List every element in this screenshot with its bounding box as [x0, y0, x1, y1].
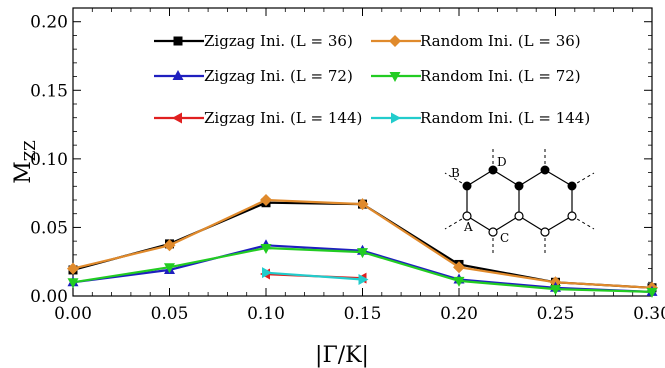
- lattice-bond: [492, 169, 520, 187]
- legend-swatch-marker: [389, 72, 401, 82]
- lattice-bond: [492, 215, 520, 233]
- legend-item-5: Zigzag Ini. (L = 144): [154, 109, 362, 127]
- data-point: [646, 287, 658, 298]
- legend-item-2: Random Ini. (L = 36): [371, 32, 581, 50]
- data-point: [453, 261, 465, 274]
- legend-label: Zigzag Ini. (L = 144): [204, 109, 362, 127]
- legend-swatch-marker: [173, 36, 183, 46]
- lattice-site-filled: [514, 181, 524, 191]
- lattice-site-open: [514, 211, 524, 221]
- lattice-bond-dashed: [571, 172, 595, 187]
- lattice-site-open: [567, 211, 577, 221]
- lattice-bond: [544, 169, 573, 187]
- data-point: [358, 274, 369, 286]
- lattice-site-filled: [540, 165, 550, 175]
- lattice-bond: [466, 169, 494, 187]
- lattice-site-filled: [567, 181, 577, 191]
- series-line: [72, 198, 653, 289]
- x-axis-title: |Γ/K|: [315, 343, 369, 368]
- legend-label: Zigzag Ini. (L = 72): [204, 67, 353, 85]
- legend-swatch-marker: [391, 112, 401, 124]
- data-point: [67, 262, 79, 275]
- honeycomb-inset: A B C D: [444, 146, 595, 256]
- plot-area: 0.00 0.05 0.10 0.15 0.20 0.25 0.30 0.00 0.05 0.10…: [30, 7, 665, 324]
- data-point: [260, 244, 272, 254]
- legend-item-6: Random Ini. (L = 144): [371, 109, 590, 127]
- data-point: [262, 267, 272, 279]
- legend-label: Random Ini. (L = 144): [420, 109, 590, 127]
- x-tick-label: 0.25: [537, 304, 575, 324]
- lattice-bond: [518, 215, 546, 233]
- y-tick-label: 0.00: [30, 287, 68, 307]
- legend-swatch-marker: [172, 112, 182, 124]
- x-tick-label: 0.10: [247, 304, 285, 324]
- lattice-bond: [518, 169, 546, 187]
- x-tick-label: 0.15: [344, 304, 382, 324]
- data-point: [260, 194, 272, 206]
- legend: Zigzag Ini. (L = 36) Random Ini. (L = 36)…: [154, 32, 590, 127]
- lattice-bond-dashed: [444, 172, 468, 187]
- lattice-label-d: D: [497, 155, 507, 169]
- x-tick-label: 0.05: [151, 304, 189, 324]
- y-axis-title-main: M: [11, 161, 36, 184]
- lattice-site-filled: [488, 165, 498, 175]
- series-4: [67, 244, 658, 298]
- lattice-bond: [466, 215, 494, 233]
- lattice-site-open: [488, 227, 498, 237]
- legend-item-3: Zigzag Ini. (L = 72): [154, 67, 353, 85]
- lattice-site-open: [540, 227, 550, 237]
- y-axis-title-sub: ZZ: [21, 140, 39, 161]
- data-point: [67, 278, 79, 289]
- legend-swatch-marker: [172, 70, 184, 80]
- data-point: [164, 263, 175, 274]
- legend-label: Zigzag Ini. (L = 36): [204, 32, 353, 50]
- series-line: [265, 271, 363, 281]
- lattice-bond: [544, 215, 573, 233]
- lattice-bond-dashed: [444, 215, 468, 230]
- lattice-label-b: B: [451, 166, 460, 180]
- lattice-label-a: A: [463, 220, 473, 234]
- y-tick-label: 0.15: [30, 81, 68, 101]
- y-tick-label: 0.20: [30, 13, 68, 33]
- lattice-site-filled: [462, 181, 472, 191]
- x-tick-label: 0.00: [54, 304, 92, 324]
- data-point: [356, 198, 369, 211]
- series-6: [262, 267, 369, 286]
- y-tick-label: 0.05: [30, 218, 68, 238]
- legend-item-1: Zigzag Ini. (L = 36): [154, 32, 353, 50]
- data-point: [357, 248, 368, 259]
- y-tick-label: 0.10: [30, 150, 68, 170]
- series-layer: [67, 194, 658, 298]
- y-axis-title: MZZ: [11, 140, 39, 183]
- data-point: [163, 239, 176, 252]
- legend-label: Random Ini. (L = 72): [420, 67, 581, 85]
- lattice-label-c: C: [500, 231, 509, 245]
- lattice-bond-dashed: [571, 215, 595, 230]
- legend-label: Random Ini. (L = 36): [420, 32, 581, 50]
- x-tick-label: 0.20: [440, 304, 478, 324]
- x-tick-label: 0.30: [633, 304, 665, 324]
- legend-item-4: Random Ini. (L = 72): [371, 67, 581, 85]
- lattice-site-open: [462, 211, 472, 221]
- legend-swatch-marker: [389, 35, 401, 47]
- data-point: [550, 285, 561, 296]
- data-point: [453, 276, 465, 287]
